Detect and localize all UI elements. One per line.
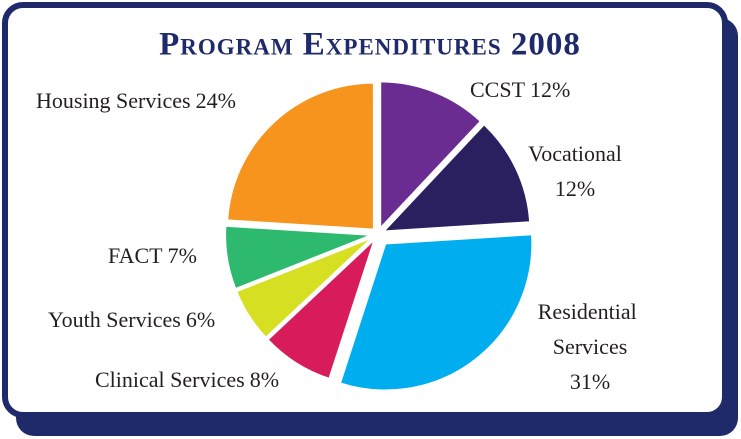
slice-value-label: 12% — [530, 77, 570, 102]
slice-value-label: 7% — [168, 243, 197, 268]
slice-label: Youth Services — [48, 307, 181, 332]
slice-value-label: 6% — [186, 307, 215, 332]
pie-slice — [234, 236, 374, 340]
pie-slice — [380, 122, 532, 233]
slice-value-label: 12% — [555, 176, 595, 201]
slice-value-label: 31% — [570, 369, 610, 394]
pie-slice — [379, 80, 483, 231]
slice-label: Vocational — [528, 141, 622, 166]
slice-label: Housing Services — [36, 88, 191, 113]
slice-label: CCST — [470, 77, 526, 102]
chart-title: Program Expenditures 2008 — [159, 27, 581, 63]
slice-value-label: 8% — [250, 367, 279, 392]
slice-label: FACT — [108, 243, 163, 268]
pie-slice — [226, 81, 375, 231]
slice-value-label: 24% — [196, 88, 236, 113]
pie — [224, 80, 534, 392]
pie-slice — [338, 233, 534, 392]
slice-label: Clinical Services — [95, 367, 245, 392]
pie-slice — [266, 238, 376, 381]
pie-slice — [224, 224, 373, 291]
slice-label: Residential Services — [538, 299, 642, 359]
